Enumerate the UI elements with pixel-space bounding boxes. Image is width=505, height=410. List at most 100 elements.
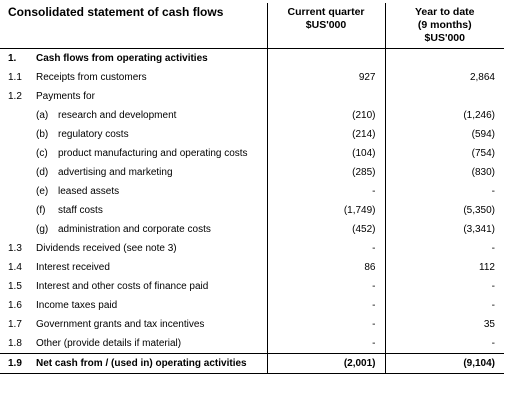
current-value: (285) [266,163,385,182]
row-label-cell: Payments for [32,87,267,106]
label-wrap: (b) regulatory costs [36,128,263,141]
row: 1.4 Interest received 86 112 [0,258,504,277]
row: 1.9 Net cash from / (used in) operating a… [0,353,504,374]
row-number [0,201,32,220]
row-label: administration and corporate costs [58,224,211,235]
current-value: 927 [266,68,385,87]
row-number: 1.2 [8,91,22,102]
row: 1.7 Government grants and tax incentives -… [0,315,504,334]
header-ytd: Year to date (9 months) $US'000 [384,3,504,49]
row-label-cell: (d) advertising and marketing [32,163,267,182]
row: 1.5 Interest and other costs of finance p… [0,277,504,296]
row-number: 1.3 [8,243,22,254]
row: 1.6 Income taxes paid - - [0,296,504,315]
label-wrap: (a) research and development [36,109,263,122]
row-label: Cash flows from operating activities [36,53,208,64]
row-label: Income taxes paid [36,300,118,311]
ytd-value: (9,104) [384,353,504,374]
row-label-cell: (e) leased assets [32,182,267,201]
row-label-cell: (a) research and development [32,106,267,125]
row-label: Interest received [36,262,110,273]
ytd-value: (1,246) [384,106,504,125]
ytd-value: 35 [384,315,504,334]
current-value: (2,001) [266,353,385,374]
sub-letter: (d) [36,167,49,178]
header-line: Current quarter [287,6,365,18]
current-value: - [266,182,385,201]
row-label: Other (provide details if material) [36,338,182,349]
row-label-cell: Receipts from customers [32,68,267,87]
ytd-value: - [384,182,504,201]
row-label-cell: (g) administration and corporate costs [32,220,267,239]
row-label-cell: Interest and other costs of finance paid [32,277,267,296]
label-wrap: (e) leased assets [36,185,263,198]
ytd-value: - [384,277,504,296]
row-label-cell: Net cash from / (used in) operating acti… [32,353,267,374]
ytd-value: - [384,296,504,315]
row-number: 1.5 [8,281,22,292]
row-label: Government grants and tax incentives [36,319,205,330]
row: 1.1 Receipts from customers 927 2,864 [0,68,504,87]
current-value: (1,749) [266,201,385,220]
row-label: Dividends received (see note 3) [36,243,177,254]
row-label-cell: Dividends received (see note 3) [32,239,267,258]
current-value: (452) [266,220,385,239]
ytd-value [384,87,504,106]
row-number [0,220,32,239]
ytd-value: (830) [384,163,504,182]
row: (a) research and development (210) (1,246) [0,106,504,125]
ytd-value: - [384,334,504,354]
row-number: 1.8 [8,338,22,349]
header-current: Current quarter $US'000 [266,3,385,49]
row: 1.2 Payments for [0,87,504,106]
header-line: (9 months) [417,19,472,31]
label-wrap: (g) administration and corporate costs [36,223,263,236]
row-number [0,144,32,163]
current-value: (104) [266,144,385,163]
row-label-cell: (b) regulatory costs [32,125,267,144]
row: (g) administration and corporate costs (45… [0,220,504,239]
row-label: Interest and other costs of finance paid [36,281,209,292]
row-label: regulatory costs [58,129,129,140]
row: (b) regulatory costs (214) (594) [0,125,504,144]
row-label: staff costs [58,205,103,216]
sub-letter: (a) [36,110,49,121]
row: (f) staff costs (1,749) (5,350) [0,201,504,220]
ytd-value: (5,350) [384,201,504,220]
row-label: Net cash from / (used in) operating acti… [36,358,247,369]
row-number: 1. [8,53,17,64]
row-number: 1.4 [8,262,22,273]
row: 1. Cash flows from operating activities [0,48,504,69]
ytd-value: (3,341) [384,220,504,239]
ytd-value [384,48,504,68]
row-label: Receipts from customers [36,72,147,83]
cash-flow-table: Consolidated statement of cash flows Cur… [0,3,504,374]
current-value: (214) [266,125,385,144]
row-number [0,182,32,201]
current-value [266,48,385,68]
row-number: 1.9 [0,353,32,374]
row: 1.3 Dividends received (see note 3) - - [0,239,504,258]
row-number [0,125,32,144]
header-title: Consolidated statement of cash flows [0,3,267,49]
ytd-value: 2,864 [384,68,504,87]
row: (d) advertising and marketing (285) (830) [0,163,504,182]
current-value [266,87,385,106]
current-value: - [266,296,385,315]
current-value: (210) [266,106,385,125]
row-label: advertising and marketing [58,167,173,178]
page: Consolidated statement of cash flows Cur… [0,3,505,410]
sub-letter: (e) [36,186,49,197]
row-label-cell: Other (provide details if material) [32,334,267,354]
header-row: Consolidated statement of cash flows Cur… [0,3,504,49]
current-value: - [266,239,385,258]
header-line: Year to date [414,6,475,18]
sub-letter: (f) [36,205,46,216]
header-line: $US'000 [424,32,465,44]
row-label-cell: (f) staff costs [32,201,267,220]
sub-letter: (c) [36,148,48,159]
row-number [0,106,32,125]
row-label-cell: Cash flows from operating activities [32,49,267,69]
row-number [0,163,32,182]
row: (e) leased assets - - [0,182,504,201]
